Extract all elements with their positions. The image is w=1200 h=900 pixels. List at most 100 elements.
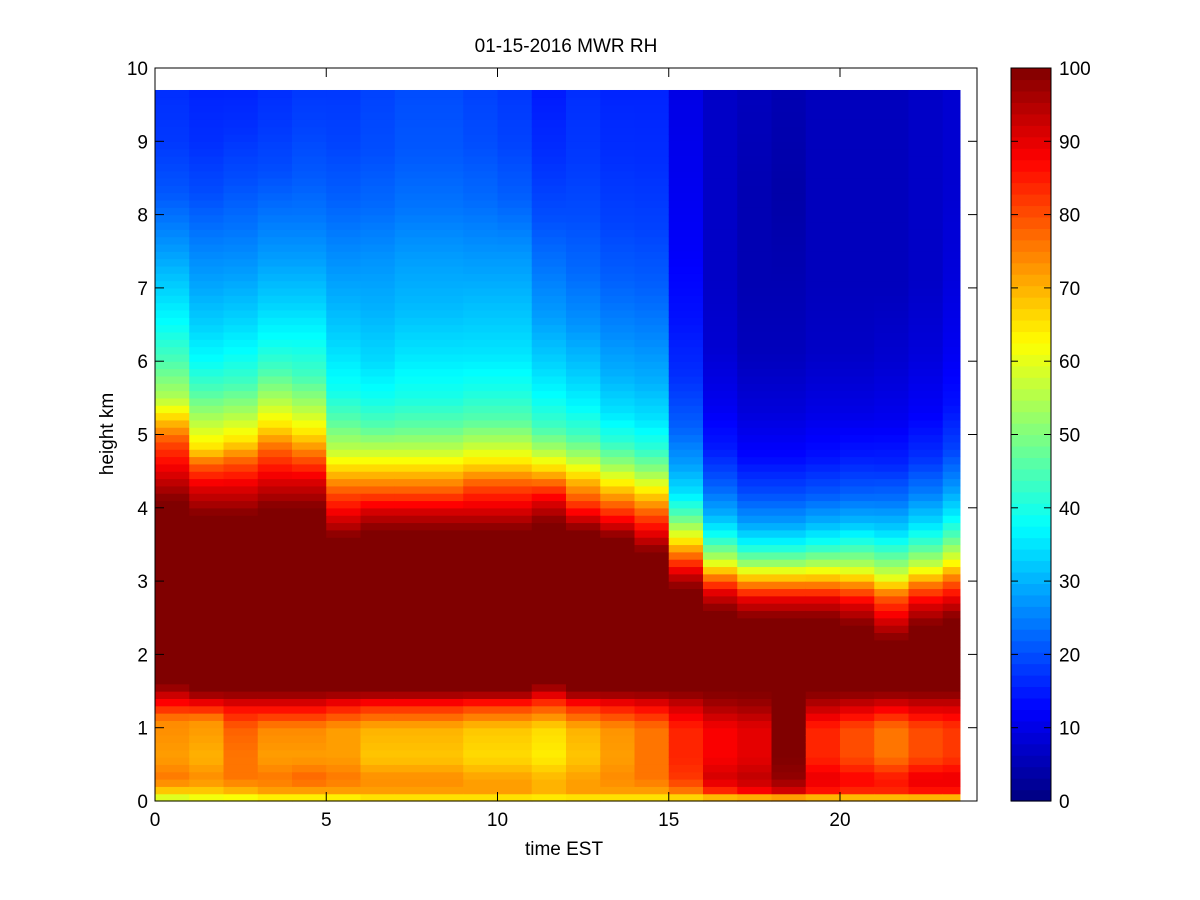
heatmap-cell: [634, 251, 670, 260]
heatmap-cell: [531, 207, 567, 216]
heatmap-cell: [326, 89, 362, 98]
heatmap-cell: [394, 111, 430, 120]
heatmap-cell: [429, 705, 464, 714]
heatmap-cell: [360, 405, 396, 414]
heatmap-cell: [634, 757, 670, 765]
heatmap-cell: [805, 243, 841, 252]
heatmap-cell: [668, 537, 704, 546]
heatmap-cell: [600, 559, 636, 568]
heatmap-cell: [429, 537, 464, 546]
heatmap-cell: [189, 170, 225, 179]
colorbar-segment: [1011, 262, 1051, 275]
heatmap-cell: [360, 449, 396, 458]
heatmap-cell: [908, 133, 944, 142]
heatmap-cell: [326, 551, 362, 560]
heatmap-cell: [326, 742, 362, 751]
heatmap-cell: [257, 111, 293, 120]
heatmap-cell: [634, 698, 670, 707]
heatmap-cell: [429, 390, 464, 399]
heatmap-cell: [840, 559, 875, 568]
heatmap-cell: [394, 661, 430, 670]
heatmap-cell: [737, 126, 773, 135]
heatmap-cell: [223, 258, 259, 267]
heatmap-cell: [908, 155, 944, 164]
heatmap-cell: [360, 295, 396, 304]
heatmap-cell: [531, 639, 567, 648]
heatmap-cell: [703, 317, 738, 326]
heatmap-cell: [189, 317, 225, 326]
heatmap-cell: [497, 617, 533, 626]
heatmap-cell: [908, 449, 944, 458]
heatmap-cell: [840, 141, 875, 150]
heatmap-cell: [771, 243, 807, 252]
heatmap-cell: [223, 544, 259, 553]
heatmap-cell: [771, 764, 807, 773]
heatmap-cell: [908, 427, 944, 436]
heatmap-cell: [771, 654, 807, 663]
heatmap-cell: [394, 771, 430, 780]
heatmap-cell: [703, 735, 738, 743]
heatmap-cell: [326, 537, 362, 546]
heatmap-cell: [634, 148, 670, 157]
heatmap-cell: [292, 89, 327, 98]
heatmap-cell: [292, 265, 327, 274]
heatmap-cell: [394, 529, 430, 538]
heatmap-cell: [189, 368, 225, 377]
heatmap-cell: [600, 236, 636, 245]
heatmap-cell: [223, 163, 259, 172]
heatmap-cell: [463, 669, 499, 677]
y-tick-label: 5: [137, 426, 148, 447]
heatmap-cell: [155, 199, 190, 208]
heatmap-cell: [668, 177, 704, 186]
heatmap-cell: [155, 339, 190, 348]
x-tick-label: 20: [829, 810, 850, 831]
heatmap-cell: [600, 727, 636, 736]
heatmap-cell: [908, 383, 944, 392]
heatmap-cell: [668, 749, 704, 758]
heatmap-cell: [771, 449, 807, 458]
heatmap-cell: [566, 515, 601, 524]
heatmap-cell: [531, 449, 567, 458]
heatmap-cell: [737, 727, 773, 736]
heatmap-cell: [531, 610, 567, 619]
heatmap-cell: [566, 647, 601, 655]
heatmap-cell: [566, 544, 601, 553]
x-tick-label: 10: [487, 810, 508, 831]
heatmap-cell: [840, 786, 875, 795]
heatmap-cell: [703, 265, 738, 274]
heatmap-cell: [942, 280, 961, 289]
heatmap-cell: [668, 331, 704, 340]
heatmap-cell: [292, 405, 327, 414]
heatmap-cell: [737, 185, 773, 194]
heatmap-cell: [189, 419, 225, 428]
heatmap-cell: [223, 625, 259, 634]
heatmap-cell: [634, 221, 670, 230]
heatmap-cell: [429, 742, 464, 751]
heatmap-cell: [840, 610, 875, 619]
heatmap-cell: [394, 302, 430, 311]
heatmap-cell: [874, 177, 910, 186]
heatmap-cell: [840, 309, 875, 318]
heatmap-cell: [840, 258, 875, 267]
heatmap-cell: [531, 757, 567, 765]
heatmap-cell: [908, 434, 944, 443]
heatmap-cell: [326, 698, 362, 707]
heatmap-cell: [874, 353, 910, 362]
heatmap-cell: [326, 441, 362, 450]
heatmap-cell: [634, 214, 670, 223]
heatmap-cell: [429, 170, 464, 179]
heatmap-cell: [600, 551, 636, 560]
heatmap-cell: [497, 427, 533, 436]
heatmap-cell: [292, 669, 327, 677]
heatmap-cell: [429, 456, 464, 465]
heatmap-cell: [292, 713, 327, 721]
heatmap-cell: [566, 727, 601, 736]
heatmap-cell: [805, 581, 841, 590]
heatmap-cell: [292, 493, 327, 502]
colorbar-segment: [1011, 193, 1051, 207]
heatmap-cell: [634, 295, 670, 304]
heatmap-cell: [805, 185, 841, 194]
heatmap-cell: [223, 463, 259, 472]
heatmap-cell: [771, 265, 807, 274]
heatmap-cell: [737, 764, 773, 773]
